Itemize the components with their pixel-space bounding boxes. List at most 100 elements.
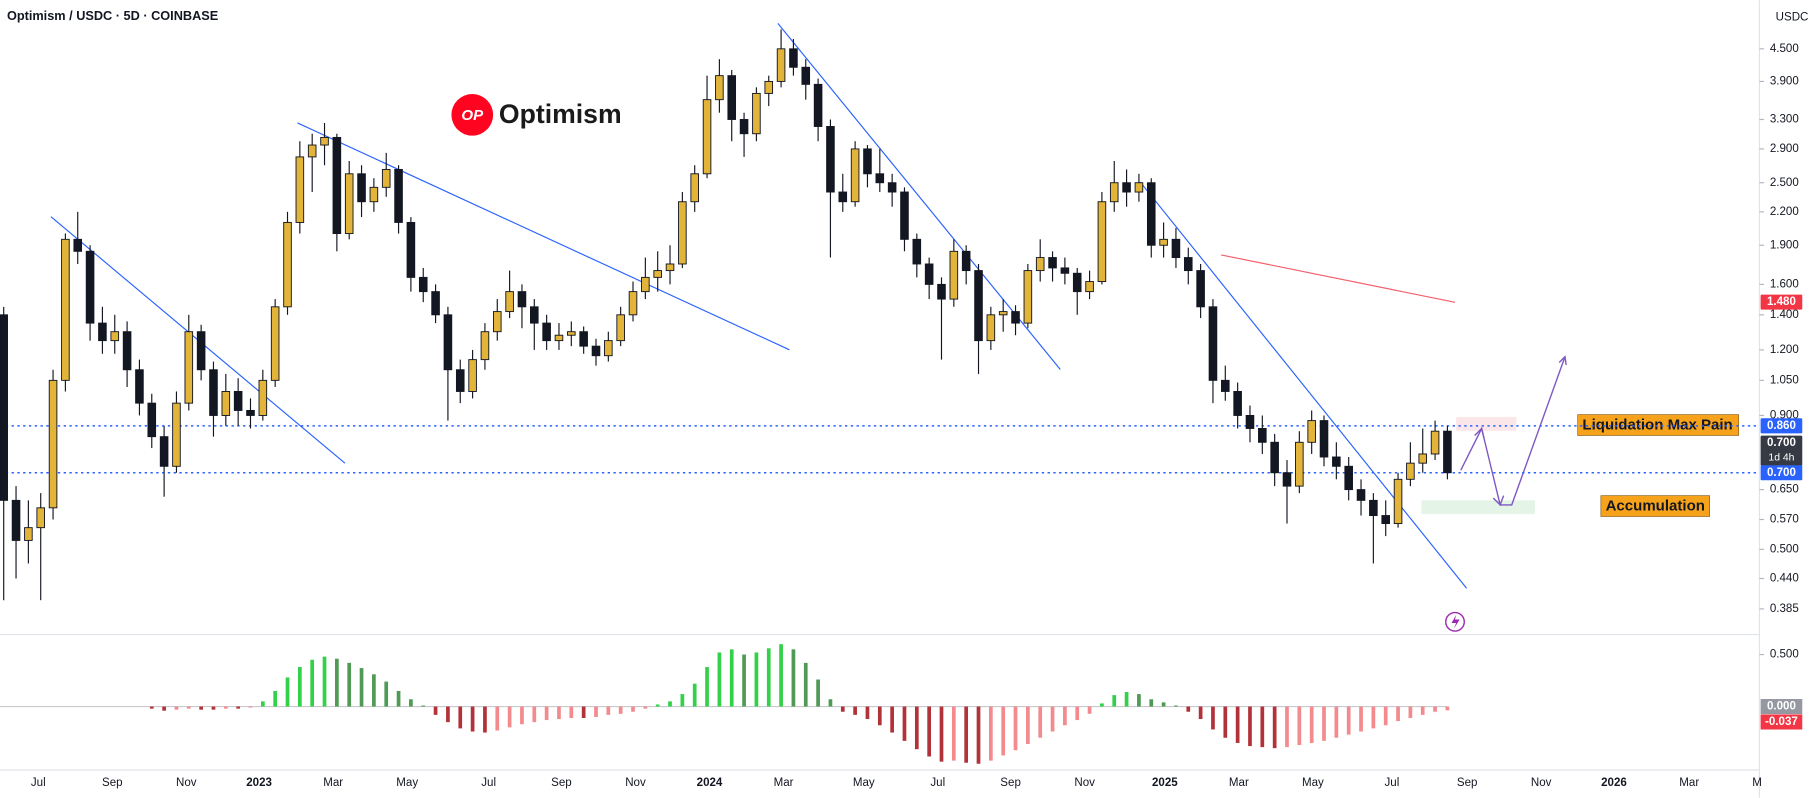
- x-tick-label: 2023: [246, 777, 272, 789]
- histogram-bar: [988, 706, 993, 761]
- candle-body: [1369, 499, 1378, 517]
- histogram-bar: [717, 652, 722, 707]
- annotation-box: [1600, 495, 1710, 517]
- arrow-head: [1558, 355, 1567, 365]
- candle-body: [1196, 270, 1205, 308]
- candle-body: [122, 331, 132, 371]
- y-tick-label: 1.900: [1770, 239, 1799, 251]
- y-tick-label: 0.650: [1770, 484, 1799, 496]
- candle-body: [1282, 472, 1292, 487]
- candle-body: [912, 238, 922, 265]
- histogram-bar: [1174, 705, 1178, 707]
- histogram-bar: [470, 706, 475, 732]
- candle-body: [85, 250, 95, 324]
- histogram-bar: [1359, 706, 1363, 732]
- histogram-bar: [1087, 706, 1092, 714]
- candle-body: [1146, 182, 1156, 246]
- candle-body: [1221, 379, 1230, 392]
- candle-body: [1208, 306, 1218, 381]
- y-tick-label: 1.050: [1770, 374, 1799, 386]
- histogram-bar: [914, 706, 919, 750]
- candle-body: [678, 201, 687, 265]
- y-tick-label: 1.200: [1770, 344, 1799, 356]
- candle-body: [1393, 478, 1403, 525]
- candle-body: [1319, 420, 1329, 458]
- histogram-bar: [520, 706, 524, 725]
- candle-body: [1418, 453, 1428, 464]
- histogram-bar: [1445, 706, 1450, 711]
- candle-body: [369, 186, 379, 203]
- candle-body: [1171, 238, 1181, 259]
- candle-body: [628, 291, 638, 316]
- arrow-head: [1474, 427, 1485, 438]
- histogram-bar: [458, 706, 463, 729]
- histogram-bar: [186, 706, 191, 709]
- y-tick-label: 3.900: [1770, 75, 1799, 87]
- histogram-bar: [372, 674, 376, 707]
- candle-body: [233, 391, 243, 411]
- histogram-bar: [816, 679, 820, 707]
- candle-body: [455, 369, 465, 392]
- candle-body: [1344, 465, 1353, 491]
- histogram-bar: [1149, 699, 1154, 707]
- currency-label: USDC: [1776, 12, 1809, 24]
- y-tick-label: 0.570: [1770, 514, 1799, 526]
- candle-body: [1159, 238, 1168, 246]
- candle-body: [863, 148, 872, 175]
- candle-body: [381, 168, 391, 188]
- candle-body: [1295, 441, 1304, 487]
- histogram-bar: [643, 706, 648, 709]
- y-tick-label: 2.200: [1770, 206, 1799, 218]
- candle-body: [1430, 430, 1440, 455]
- candle-body: [554, 334, 564, 342]
- histogram-bar: [396, 690, 401, 707]
- candle-body: [776, 48, 786, 82]
- price-label-box: [1760, 418, 1803, 434]
- histogram-bar: [1297, 706, 1302, 746]
- candle-body: [813, 83, 823, 127]
- histogram-bar: [594, 706, 598, 717]
- histogram-bar: [347, 662, 352, 707]
- x-tick-label: Jul: [31, 777, 46, 789]
- x-tick-label: May: [853, 777, 875, 789]
- candle-body: [1270, 441, 1279, 474]
- price-label: 0.700: [1767, 467, 1796, 479]
- histogram-bar: [1050, 706, 1055, 732]
- histogram-bar: [273, 690, 278, 707]
- histogram-bar: [248, 706, 253, 708]
- candle-body: [505, 291, 514, 313]
- candle-body: [1356, 489, 1366, 501]
- candle-body: [517, 291, 527, 308]
- histogram-bar: [260, 701, 265, 707]
- candle-body: [764, 80, 774, 94]
- last-value-label: -0.037: [1765, 716, 1798, 728]
- candle-body: [1233, 391, 1242, 416]
- histogram-bar: [1075, 706, 1080, 721]
- candle-body: [900, 191, 909, 240]
- candle-body: [838, 191, 848, 203]
- candle-body: [604, 340, 613, 357]
- histogram-bar: [754, 652, 759, 707]
- histogram-bar: [1309, 706, 1314, 743]
- candle-body: [887, 182, 897, 193]
- moving-average-line: [1221, 254, 1456, 303]
- candle-body: [826, 126, 835, 193]
- candle-body: [986, 314, 996, 342]
- candle-body: [1023, 270, 1033, 324]
- histogram-bar: [569, 706, 574, 718]
- candle-body: [258, 379, 268, 416]
- candle-body: [1072, 272, 1082, 293]
- histogram-bar: [1211, 706, 1215, 730]
- histogram-bar: [297, 667, 302, 707]
- candle-body: [739, 119, 749, 135]
- candle-body: [1035, 257, 1045, 272]
- candle-body: [875, 173, 885, 184]
- histogram-bar: [766, 648, 771, 707]
- y-tick-label: 1.400: [1770, 309, 1799, 321]
- histogram-bar: [495, 706, 500, 731]
- y-tick-box: [1760, 699, 1803, 715]
- histogram-bar: [409, 699, 413, 707]
- histogram-bar: [421, 705, 426, 707]
- candle-body: [110, 331, 120, 342]
- x-tick-label: 2024: [697, 777, 723, 789]
